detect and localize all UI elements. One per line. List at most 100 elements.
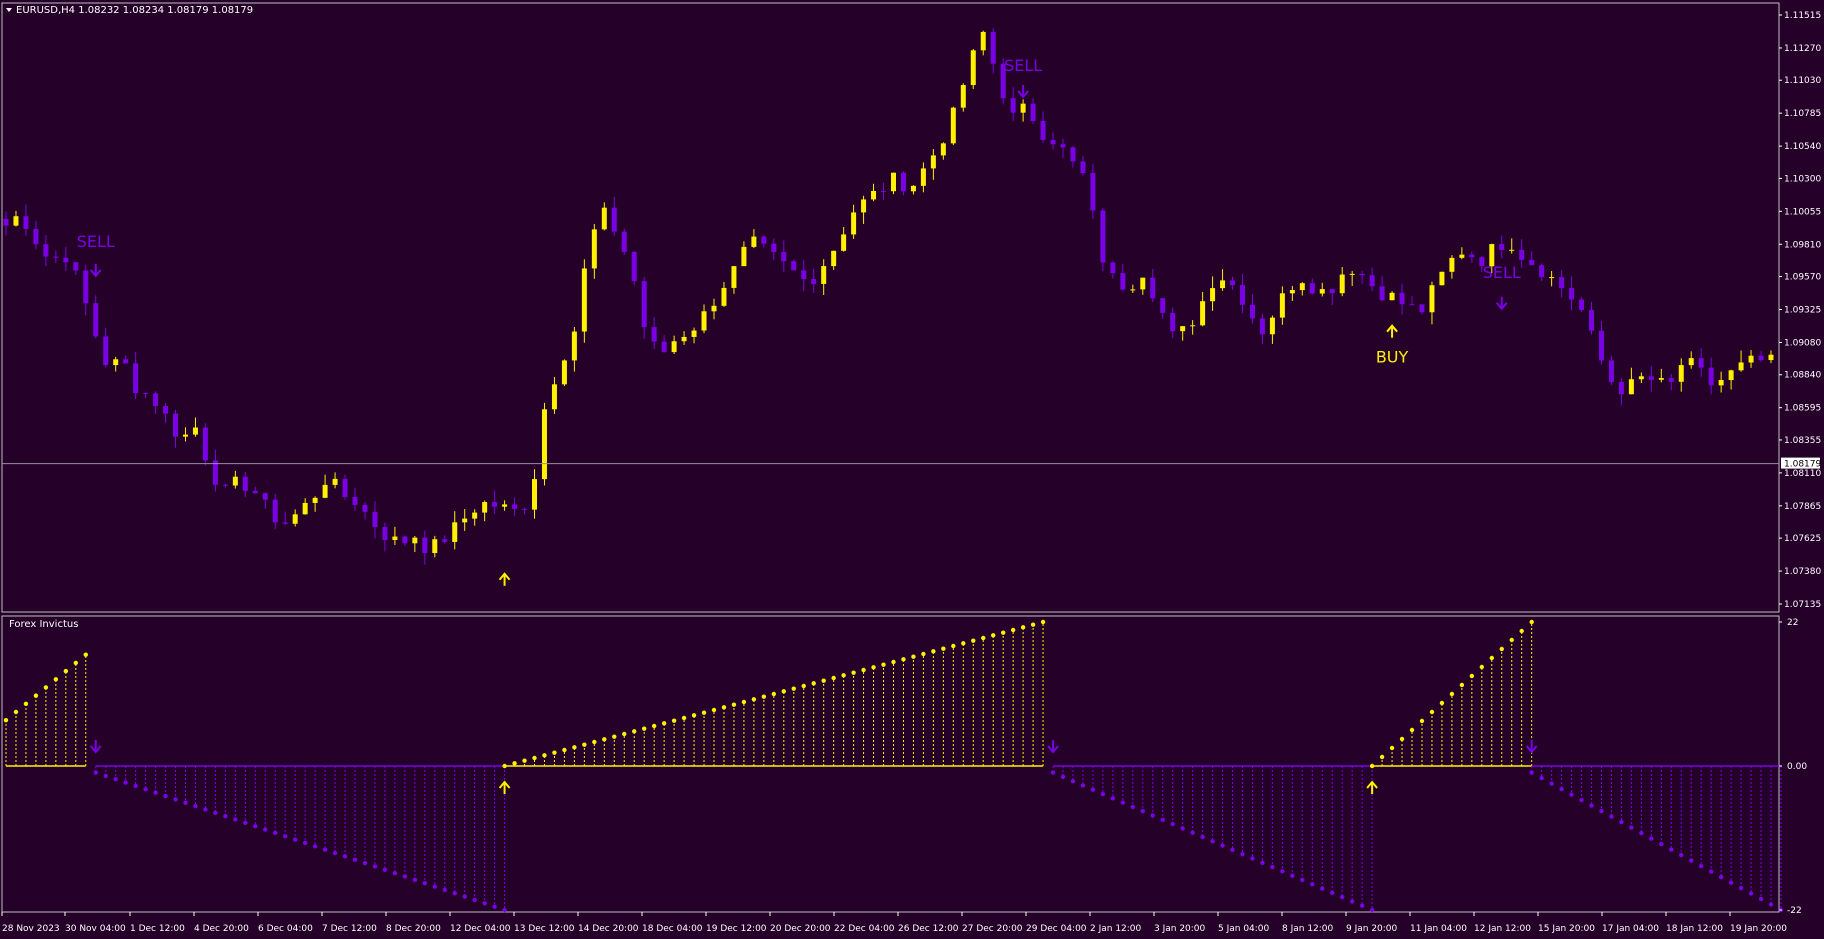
candle — [1678, 358, 1684, 392]
histogram-dot — [861, 667, 866, 673]
candle-body — [980, 31, 986, 51]
candle-body — [681, 336, 687, 342]
arrow-down-icon — [89, 263, 102, 278]
histogram-dot — [641, 726, 647, 731]
candle — [362, 502, 368, 520]
histogram-dot — [1629, 825, 1634, 830]
indicator-tick-label: 22 — [1787, 618, 1798, 628]
candle — [1289, 285, 1295, 301]
histogram-dot — [153, 790, 158, 795]
candle-body — [1239, 285, 1245, 305]
candle-body — [1608, 360, 1614, 383]
histogram-dot — [273, 830, 278, 836]
histogram-dot — [1070, 778, 1076, 784]
candle-body — [432, 539, 438, 554]
price-tick-label: 1.09810 — [1784, 240, 1821, 250]
candle-body — [43, 244, 49, 257]
candle — [1559, 270, 1565, 298]
candle-body — [113, 359, 119, 366]
candle — [611, 196, 617, 236]
dropdown-triangle-icon[interactable] — [6, 8, 12, 12]
histogram-dot — [1369, 763, 1375, 769]
candle-body — [1509, 249, 1515, 251]
candle — [1539, 263, 1545, 282]
candle — [890, 172, 896, 195]
price-tick-label: 1.07135 — [1784, 600, 1821, 610]
histogram-dot — [342, 854, 348, 859]
histogram-dot — [1459, 682, 1465, 688]
histogram-dot — [332, 850, 338, 856]
histogram-dot — [1200, 834, 1205, 840]
candle — [302, 498, 308, 515]
time-tick-label: 11 Jan 04:00 — [1410, 924, 1467, 934]
time-tick-label: 19 Jan 20:00 — [1730, 924, 1787, 934]
candle-body — [1170, 312, 1176, 332]
candle — [282, 511, 288, 526]
candle-body — [1668, 378, 1674, 382]
candle-body — [3, 218, 9, 226]
price-tick-label: 1.09570 — [1784, 273, 1821, 283]
candle — [532, 469, 538, 519]
candle-body — [1100, 210, 1106, 263]
candle — [73, 261, 79, 275]
histogram-dot — [1728, 880, 1734, 885]
price-tick-label: 1.09325 — [1784, 306, 1821, 316]
price-tick-label: 1.07865 — [1784, 502, 1821, 512]
histogram-dot — [73, 660, 79, 666]
candle-body — [741, 246, 747, 267]
histogram-dot — [103, 773, 108, 779]
candle-body — [900, 172, 906, 192]
histogram-dot — [582, 742, 587, 747]
candle — [23, 204, 29, 236]
histogram-dot — [1429, 709, 1435, 715]
histogram-dot — [651, 723, 657, 729]
candle-body — [1269, 317, 1275, 335]
candle — [1758, 351, 1764, 362]
histogram-dot — [1310, 882, 1315, 887]
time-tick-label: 28 Nov 2023 — [2, 924, 60, 934]
candle-body — [1688, 358, 1694, 366]
candle-body — [472, 512, 478, 519]
candle — [392, 526, 398, 545]
candle-body — [1369, 275, 1375, 287]
candle-body — [342, 478, 348, 497]
candle-body — [222, 484, 228, 486]
histogram-dot — [1130, 804, 1136, 810]
candle-body — [1279, 293, 1285, 318]
candle — [751, 229, 757, 249]
time-axis: 28 Nov 2023 30 Nov 04:00 1 Dec 12:00 4 Dec … — [1, 912, 1787, 934]
candle-body — [362, 504, 368, 512]
histogram-dot — [1010, 627, 1016, 633]
candle — [1389, 291, 1395, 301]
candle — [1060, 138, 1066, 158]
candle-body — [482, 502, 488, 513]
candle-body — [512, 504, 518, 509]
histogram-dot — [1230, 847, 1235, 853]
histogram-dot — [502, 907, 507, 913]
candle — [1180, 325, 1186, 341]
candle-body — [352, 496, 358, 505]
candle — [1100, 208, 1106, 272]
histogram-dot — [1589, 803, 1594, 808]
candle — [930, 149, 936, 180]
histogram-dot — [163, 793, 168, 799]
candle-body — [1299, 283, 1305, 291]
candle — [322, 474, 328, 499]
symbol-header[interactable]: EURUSD,H4 1.08232 1.08234 1.08179 1.0817… — [6, 5, 253, 16]
candle-body — [1579, 299, 1585, 310]
histogram-dot — [602, 737, 607, 742]
candle-body — [1569, 288, 1575, 300]
candle-body — [1230, 280, 1236, 286]
histogram-dot — [263, 827, 268, 832]
candle — [1150, 268, 1156, 303]
histogram-dot — [1738, 885, 1744, 891]
price-tick-label: 1.11270 — [1784, 44, 1821, 54]
candle — [192, 417, 198, 437]
candle-body — [1210, 288, 1216, 302]
candle — [1259, 313, 1265, 344]
candle — [960, 83, 966, 112]
candle-body — [1638, 376, 1644, 380]
histogram-dot — [951, 643, 956, 649]
candle — [741, 241, 747, 267]
